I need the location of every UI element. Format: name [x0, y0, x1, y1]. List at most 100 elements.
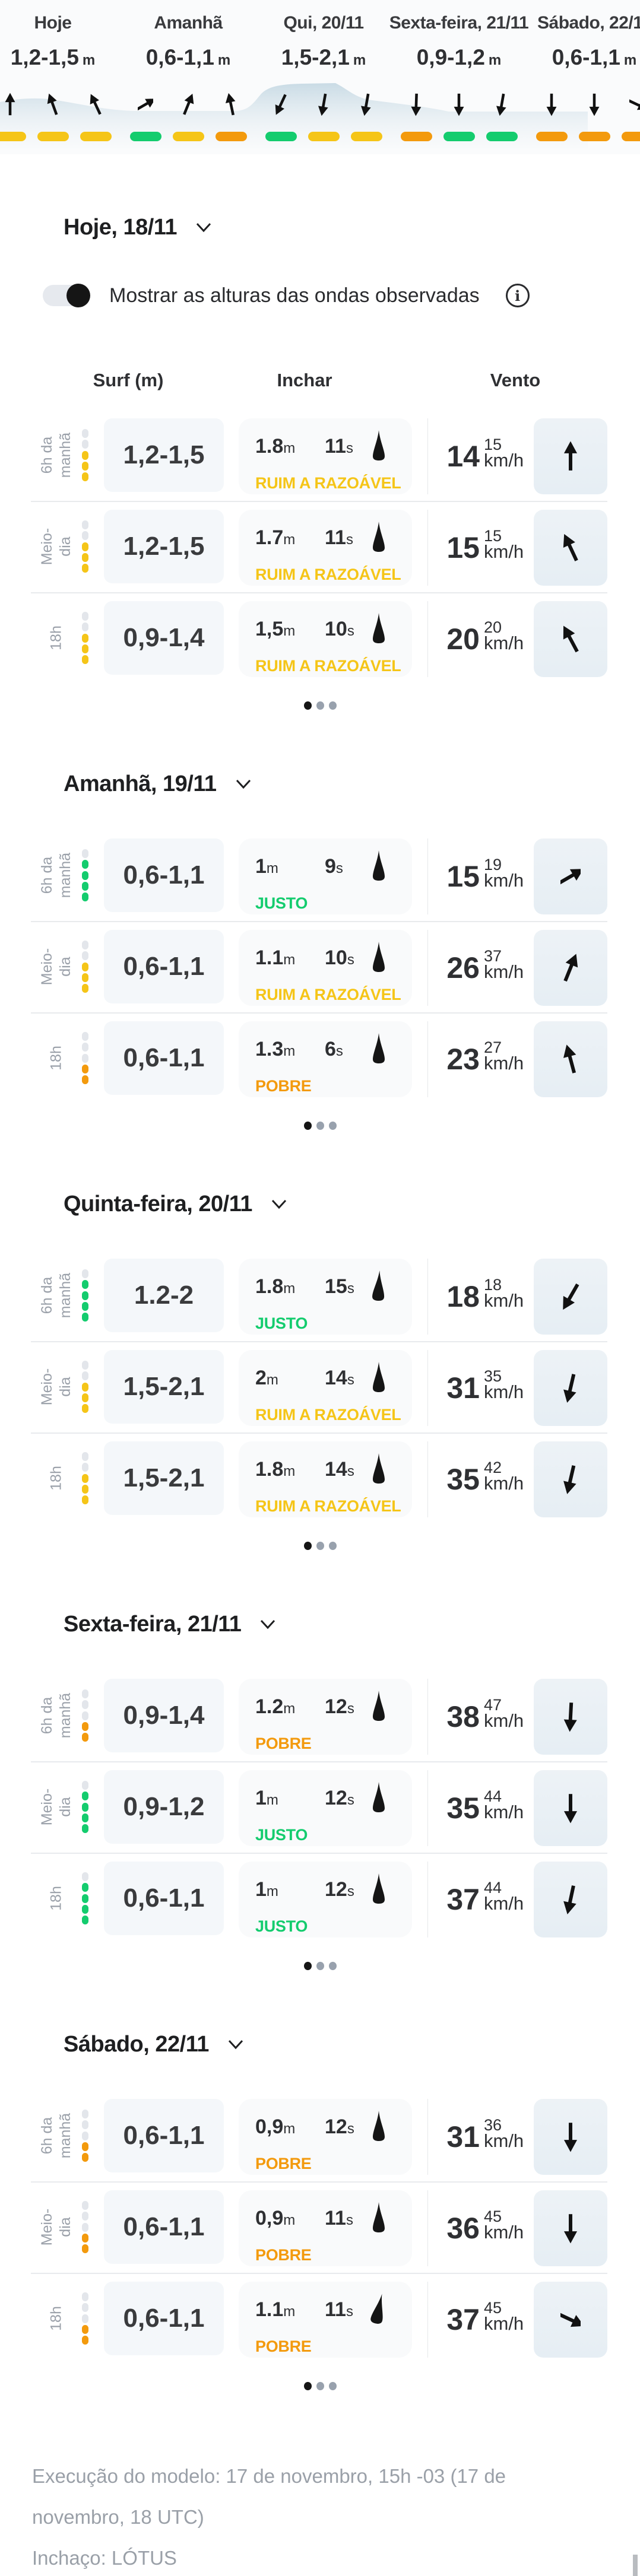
swell-period-unit: s: [347, 1281, 354, 1297]
info-icon[interactable]: i: [505, 284, 530, 307]
forecast-row[interactable]: Meio-dia 1,5-2,1 2m 14s RUIM A RAZOÁVEL 31 35 k…: [31, 1350, 607, 1426]
swell-period-value: 12: [325, 1695, 347, 1718]
swell-period-value: 11: [325, 2207, 346, 2229]
wind-arrow-icon: [563, 1794, 578, 1824]
pagination-dot[interactable]: [316, 1962, 324, 1970]
pagination-dot[interactable]: [328, 2382, 337, 2390]
forecast-row[interactable]: Meio-dia 0,6-1,1 1.1m 10s RUIM A RAZOÁVEL 26 3…: [31, 930, 607, 1006]
pagination-dot[interactable]: [303, 1122, 312, 1130]
forecast-row[interactable]: 18h 0,9-1,4 1,5m 10s RUIM A RAZOÁVEL 20 20 km/h: [31, 601, 607, 677]
rating-bar: [82, 612, 88, 664]
day-header[interactable]: Quinta-feira, 20/11: [64, 1187, 288, 1221]
chevron-down-icon[interactable]: [227, 2038, 245, 2050]
time-label-text: Meio-dia: [38, 528, 75, 566]
time-label: 6h da manhã: [37, 838, 76, 912]
forecast-row[interactable]: 18h 0,6-1,1 1.3m 6s POBRE 23 27 km/h: [31, 1021, 607, 1097]
time-label-text: 6h da manhã: [38, 1693, 75, 1738]
day-header[interactable]: Sábado, 22/11: [64, 2028, 245, 2061]
strip-day-3[interactable]: Sexta-feira, 21/11 0,9-1,2 m: [389, 0, 529, 154]
wind-arrow-icon: [183, 93, 194, 115]
pagination-dot[interactable]: [328, 1962, 337, 1970]
day-header[interactable]: Hoje, 18/11: [64, 211, 213, 244]
forecast-row[interactable]: 6h da manhã 0,6-1,1 1m 9s JUSTO 15 19 km/h: [31, 838, 607, 914]
pagination-dots[interactable]: [0, 1542, 640, 1550]
chevron-down-icon[interactable]: [195, 221, 213, 233]
chevron-down-icon[interactable]: [270, 1198, 288, 1210]
strip-day-height: 1,2-1,5 m: [0, 45, 132, 70]
pagination-dot[interactable]: [303, 2382, 312, 2390]
swell-box: 1.8m 11s RUIM A RAZOÁVEL: [239, 418, 412, 494]
pagination-dots[interactable]: [0, 701, 640, 710]
pagination-dot[interactable]: [328, 1542, 337, 1550]
swell-period-value: 10: [325, 618, 347, 640]
forecast-overview-strip[interactable]: Hoje 1,2-1,5 m Amanhã 0,6-1,1 m Qui, 20/11 1,5-…: [0, 0, 640, 154]
wind-direction-box: [534, 1350, 607, 1426]
surf-height: 0,6-1,1: [104, 2190, 224, 2264]
forecast-row[interactable]: 6h da manhã 0,6-1,1 0,9m 12s POBRE 31 36 km/h: [31, 2099, 607, 2175]
time-label: 18h: [37, 2282, 76, 2355]
pagination-dots[interactable]: [0, 1962, 640, 1970]
swell-period: 11s: [325, 526, 353, 549]
pagination-dot[interactable]: [316, 1122, 324, 1130]
forecast-row[interactable]: Meio-dia 1,2-1,5 1.7m 11s RUIM A RAZOÁVEL 15 1…: [31, 510, 607, 586]
swell-box: 0,9m 12s POBRE: [239, 2099, 412, 2175]
height-value: 1,2-1,5: [10, 45, 79, 69]
wind-gust: 35: [484, 1367, 502, 1385]
strip-day-0[interactable]: Hoje 1,2-1,5 m: [0, 0, 121, 154]
pagination-dot[interactable]: [328, 1122, 337, 1130]
rating-segment: [82, 1802, 88, 1812]
swell-height-value: 1: [255, 855, 267, 878]
rating-label: RUIM A RAZOÁVEL: [255, 474, 401, 492]
strip-day-4[interactable]: Sábado, 22/11 0,6-1,1 m: [527, 0, 640, 154]
chevron-down-icon[interactable]: [259, 1618, 277, 1630]
swell-period-unit: s: [346, 440, 353, 456]
pagination-dot[interactable]: [303, 701, 312, 710]
strip-day-1[interactable]: Amanhã 0,6-1,1 m: [121, 0, 256, 154]
rating-segment: [82, 2336, 88, 2345]
wind-arrow-icon: [563, 1374, 576, 1403]
pagination-dots[interactable]: [0, 1122, 640, 1130]
forecast-row[interactable]: 18h 1,5-2,1 1.8m 14s RUIM A RAZOÁVEL 35 42 km/h: [31, 1441, 607, 1517]
forecast-row[interactable]: 18h 0,6-1,1 1m 12s JUSTO 37 44 km/h: [31, 1862, 607, 1937]
wind-unit: km/h: [484, 1710, 524, 1731]
strip-rating-pill: [308, 132, 340, 141]
strip-day-2[interactable]: Qui, 20/11 1,5-2,1 m: [256, 0, 391, 154]
scrollbar[interactable]: [633, 2555, 638, 2576]
forecast-row[interactable]: Meio-dia 0,6-1,1 0,9m 11s POBRE 36 45 km/h: [31, 2190, 607, 2266]
observed-heights-toggle[interactable]: [43, 284, 90, 307]
column-divider: [427, 930, 428, 1006]
strip-day-label: Amanhã: [154, 13, 223, 33]
day-header[interactable]: Sexta-feira, 21/11: [64, 1608, 277, 1641]
swell-box: 1,5m 10s RUIM A RAZOÁVEL: [239, 601, 412, 677]
rating-segment: [82, 2142, 88, 2151]
forecast-row[interactable]: Meio-dia 0,9-1,2 1m 12s JUSTO 35 44 km/h: [31, 1770, 607, 1846]
forecast-row[interactable]: 6h da manhã 1.2-2 1.8m 15s JUSTO 18 18 km/h: [31, 1259, 607, 1335]
pagination-dot[interactable]: [303, 1542, 312, 1550]
swell-height: 1m: [255, 1787, 278, 1810]
pagination-dot[interactable]: [316, 2382, 324, 2390]
wind-unit: km/h: [484, 450, 524, 471]
model-run-text: Execução do modelo: 17 de novembro, 15h …: [32, 2465, 506, 2528]
wind-arrow-icon: [225, 93, 236, 116]
pagination-dot[interactable]: [328, 701, 337, 710]
pagination-dot[interactable]: [316, 701, 324, 710]
forecast-row[interactable]: 6h da manhã 0,9-1,4 1.2m 12s POBRE 38 47 km/h: [31, 1679, 607, 1755]
wind-direction-box: [534, 1441, 607, 1517]
day-header[interactable]: Amanhã, 19/11: [64, 767, 252, 801]
pagination-dots[interactable]: [0, 2382, 640, 2390]
pagination-dot[interactable]: [316, 1542, 324, 1550]
pagination-dot[interactable]: [303, 1962, 312, 1970]
wind-unit: km/h: [484, 633, 524, 653]
strip-rating-pill: [401, 132, 432, 141]
forecast-row[interactable]: 6h da manhã 1,2-1,5 1.8m 11s RUIM A RAZOÁVEL 1…: [31, 418, 607, 494]
rating-label: POBRE: [255, 2246, 312, 2264]
rating-segment: [82, 1053, 88, 1063]
swell-box: 1.3m 6s POBRE: [239, 1021, 412, 1097]
swell-period-value: 10: [325, 946, 347, 969]
forecast-row[interactable]: 18h 0,6-1,1 1.1m 11s POBRE 37 45 km/h: [31, 2282, 607, 2358]
chevron-down-icon[interactable]: [235, 778, 252, 790]
toggle-knob[interactable]: [66, 284, 90, 307]
wind-direction-box: [534, 930, 607, 1006]
rating-segment: [82, 962, 88, 971]
height-unit: m: [488, 52, 502, 68]
